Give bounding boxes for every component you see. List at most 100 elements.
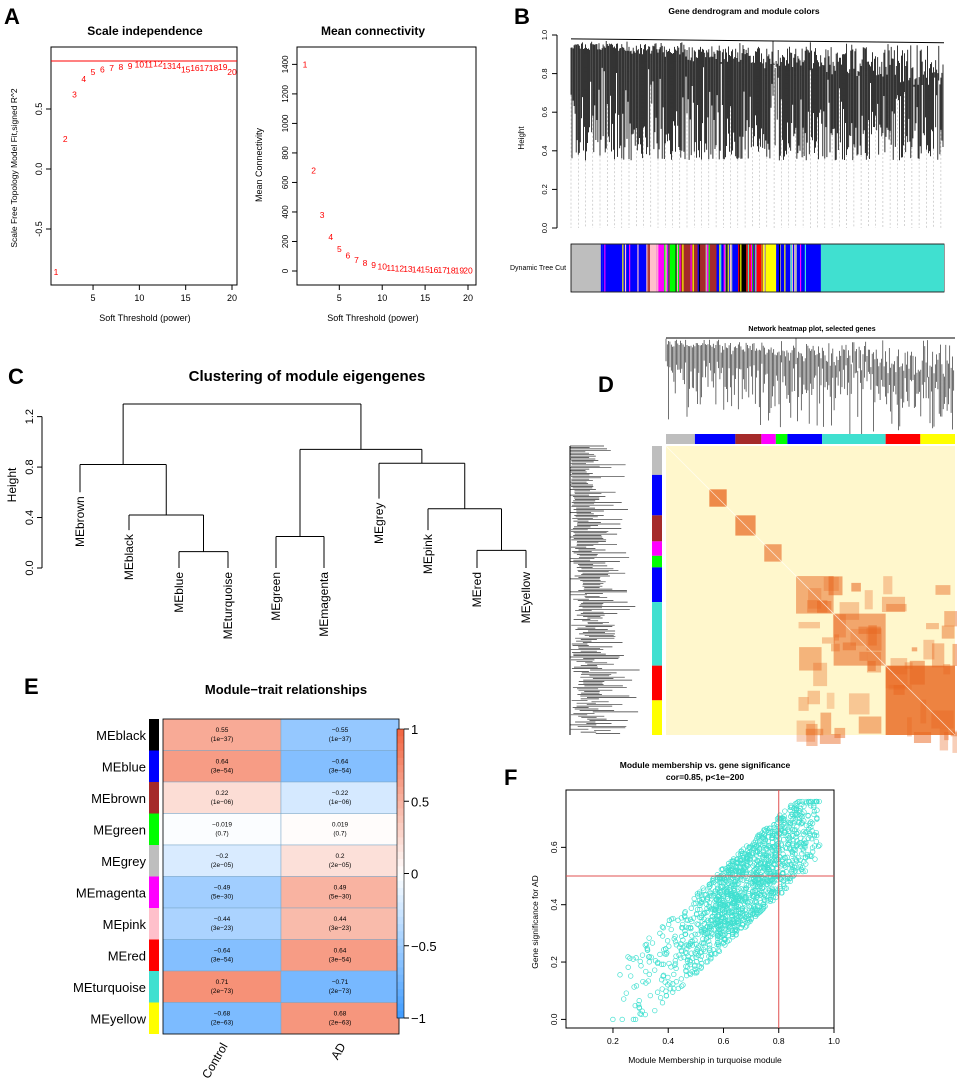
scatter-point (638, 963, 644, 969)
scatter-point (658, 977, 665, 983)
scatter-point (717, 923, 724, 929)
scatter-point (710, 878, 716, 884)
scale-step (397, 808, 404, 817)
scatter-point (812, 856, 818, 862)
scatter-point (710, 947, 716, 953)
scatter-point (729, 931, 736, 937)
heatmap-cell (162, 844, 282, 877)
module-stripe (740, 244, 742, 292)
scale-step (397, 822, 404, 831)
heatmap-cell (162, 939, 282, 972)
chart-title: Scale independence (87, 24, 203, 38)
cell-value: 0.64 (216, 759, 229, 766)
cell-pvalue: (1e−06) (329, 799, 352, 806)
scatter-point (642, 942, 648, 948)
module-stripe (641, 244, 644, 292)
heatmap-cell (798, 696, 809, 711)
scatter-point (683, 968, 689, 975)
panel-label-b: B (514, 4, 530, 29)
scatter-point (697, 902, 703, 909)
heatmap-cell (939, 728, 949, 751)
heatmap-cell (931, 643, 945, 668)
scatter-point (707, 892, 713, 898)
module-stripe (761, 244, 763, 292)
scale-step (397, 967, 404, 976)
y-axis-label: Gene significance for AD (530, 875, 540, 969)
scatter-point (663, 988, 669, 994)
cell-pvalue: (3e−54) (329, 768, 352, 775)
scatter-point (732, 926, 738, 932)
cell-value: 0.49 (334, 885, 347, 892)
scatter-point (741, 889, 747, 896)
scatter-point (706, 881, 712, 888)
scatter-point (696, 889, 703, 895)
y-tick-label: 0.0 (34, 163, 44, 176)
heatmap-cell (807, 600, 828, 613)
scatter-point (771, 822, 777, 828)
scatter-point (756, 862, 762, 868)
module-bar-top-grey (666, 434, 695, 444)
module-stripe (755, 244, 757, 292)
scatter-point (706, 923, 713, 929)
scatter-point (787, 878, 794, 884)
heatmap-cell (831, 643, 840, 652)
scatter-point (715, 935, 721, 942)
scatter-point (729, 916, 735, 923)
scatter-point (678, 941, 684, 948)
y-axis-label: Mean Connectivity (254, 127, 264, 202)
scatter-point (770, 851, 776, 858)
scatter-point (738, 848, 744, 854)
scatter-point (657, 951, 663, 958)
scatter-point (694, 906, 701, 913)
cell-value: −0.64 (332, 759, 349, 766)
data-point: 16 (190, 63, 200, 73)
cell-pvalue: (3e−23) (329, 925, 352, 932)
module-stripe (784, 244, 786, 292)
scatter-point (789, 867, 795, 873)
scatter-point (712, 903, 719, 909)
scatter-point (768, 877, 775, 883)
scatter-point (706, 904, 713, 910)
scatter-point (800, 868, 806, 875)
column-label: AD (328, 1040, 349, 1062)
scatter-point (715, 941, 722, 947)
module-stripe (752, 244, 754, 292)
module-stripe (637, 244, 639, 292)
scale-step (397, 880, 404, 889)
heatmap-cell (280, 781, 400, 814)
scatter-point (781, 837, 787, 843)
module-stripe (731, 244, 733, 292)
module-bar-left-magenta (652, 541, 662, 556)
scatter-point (779, 858, 786, 865)
heatmap-cell (162, 1002, 282, 1035)
scatter-point (731, 904, 737, 911)
plot-frame (565, 789, 835, 1029)
scatter-point (743, 911, 750, 918)
scatter-point (754, 894, 760, 900)
data-point: 11 (144, 60, 153, 70)
heatmap-cell (834, 634, 840, 641)
scatter-point (707, 923, 713, 930)
chart-subtitle: cor=0.85, p<1e−200 (666, 772, 744, 782)
scatter-point (660, 961, 667, 967)
scatter-point (734, 857, 740, 863)
scatter-point (720, 871, 726, 878)
module-bar-top-magenta (761, 434, 776, 444)
scatter-point (724, 901, 731, 908)
module-segment-blue (776, 244, 821, 292)
scatter-point (773, 894, 779, 900)
row-color-MEturquoise (149, 971, 159, 1003)
panel-f-membership-significance: Module membership vs. gene significance … (530, 760, 840, 1065)
x-tick-label: 1.0 (828, 1036, 840, 1046)
scatter-point (769, 832, 776, 838)
scatter-point (779, 847, 785, 853)
scatter-point (736, 869, 742, 875)
data-point: 18 (209, 63, 219, 73)
module-stripe (724, 244, 726, 292)
scatter-point (736, 897, 742, 903)
heatmap-cell (864, 590, 873, 610)
scatter-point (796, 841, 802, 847)
scatter-point (701, 941, 707, 947)
scatter-point (775, 819, 781, 825)
scatter-point (786, 837, 792, 844)
